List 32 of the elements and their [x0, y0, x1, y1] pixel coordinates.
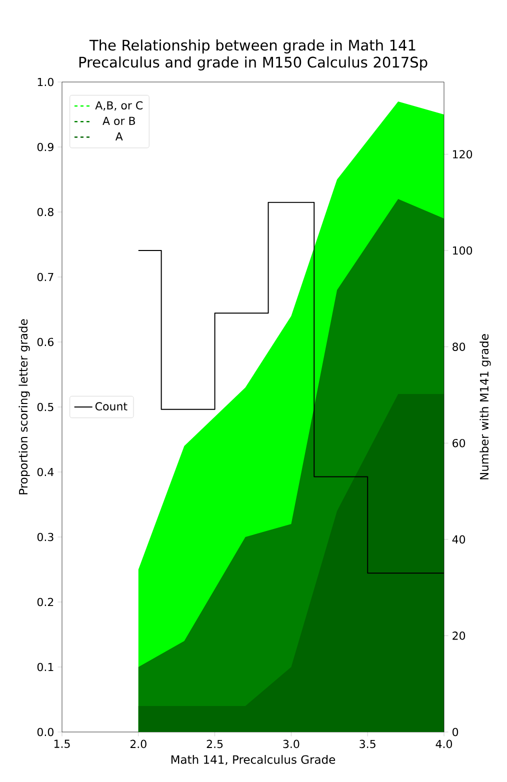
y-tick-label: 0.1	[37, 662, 54, 672]
x-axis-title: Math 141, Precalculus Grade	[171, 754, 336, 766]
x-tick-label: 2.0	[130, 740, 146, 748]
legend-label: A,B, or C	[95, 101, 143, 111]
x-tick-label: 1.5	[54, 740, 70, 748]
y-axis-title: Proportion scoring letter grade	[18, 319, 30, 494]
legend-label: A or B	[102, 116, 135, 126]
chart-title: The Relationship between grade in Math 141 Precalculus and grade in M150 Calculus 2017Sp	[79, 39, 428, 70]
y-tick-label: 0.8	[37, 208, 54, 216]
y2-tick-label: 100	[453, 246, 472, 255]
y2-axis-title: Number with M141 grade	[480, 334, 491, 480]
y-tick-label: 0.5	[37, 402, 54, 412]
x-tick-label: 4.0	[436, 740, 452, 748]
y2-tick-label: 60	[452, 438, 466, 448]
x-tick-label: 3.0	[283, 740, 300, 748]
legend-label: A	[115, 132, 123, 140]
y-tick-label: 0.0	[37, 728, 54, 736]
y-tick-label: 0.2	[37, 598, 54, 606]
y2-tick-label: 80	[452, 342, 466, 351]
legend-label: Count	[95, 402, 128, 410]
x-tick-label: 2.5	[206, 740, 223, 748]
y2-tick-label: 40	[452, 535, 466, 544]
y-tick-label: 0.4	[37, 468, 54, 476]
y-tick-label: 0.9	[37, 142, 54, 152]
y-tick-label: 0.6	[37, 338, 54, 346]
y2-tick-label: 20	[452, 632, 466, 640]
y2-tick-label: 0	[452, 728, 458, 736]
y-tick-label: 0.3	[37, 532, 54, 542]
y2-tick-label: 120	[453, 150, 472, 158]
x-tick-label: 3.5	[360, 740, 376, 748]
y-tick-label: 0.7	[37, 272, 54, 282]
y-tick-label: 1.0	[38, 78, 54, 86]
